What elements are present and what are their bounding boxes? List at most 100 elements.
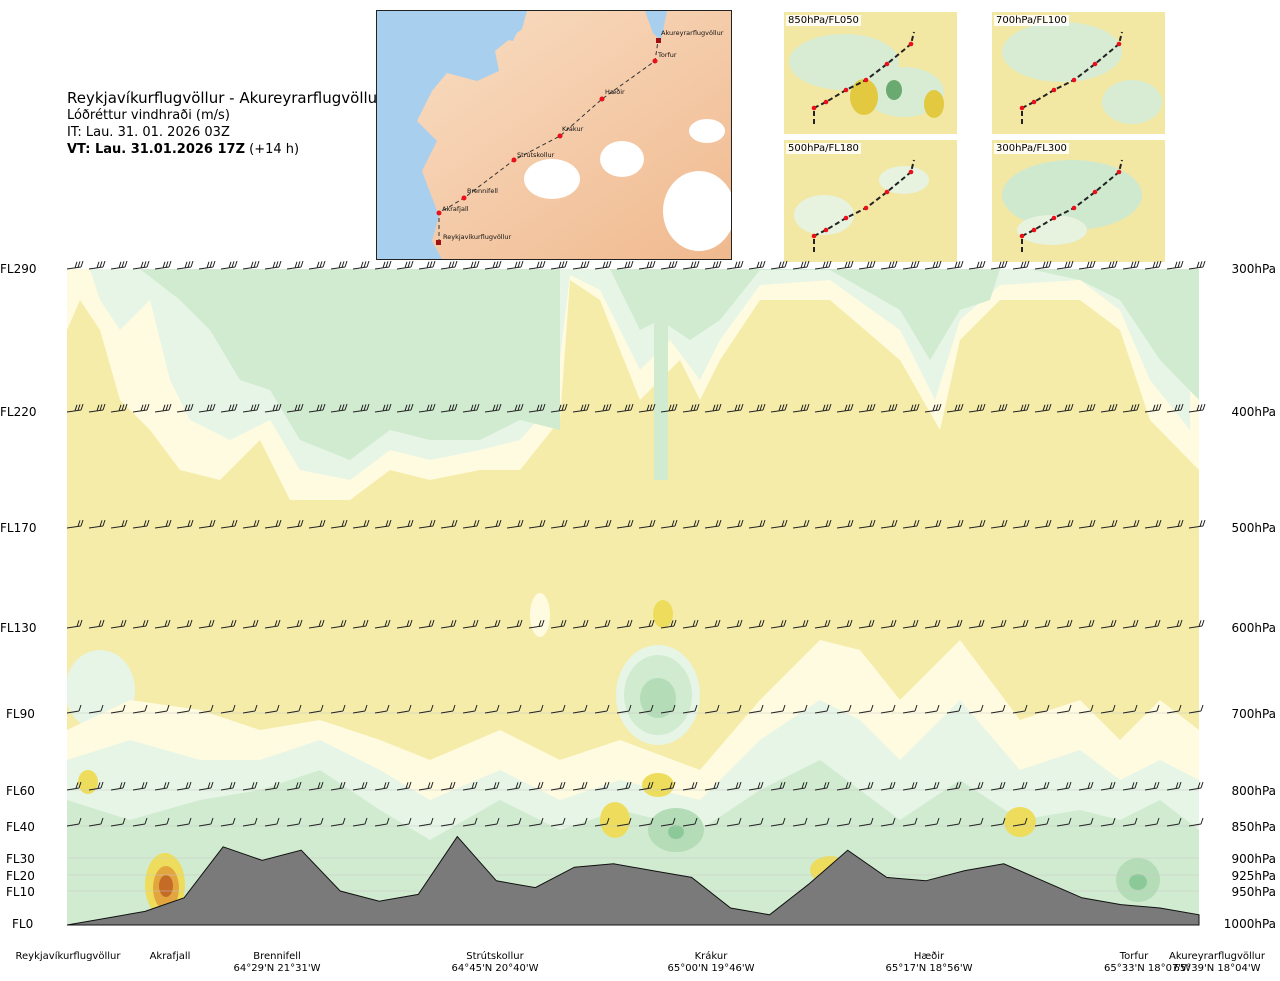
wind-barb: [946, 817, 962, 827]
wind-barb: [352, 817, 368, 827]
wind-barb: [506, 519, 524, 529]
level-label-850hpa: 850hPa: [1231, 820, 1276, 834]
waypoint-name: Reykjavíkurflugvöllur: [15, 951, 121, 962]
wind-barb: [1122, 817, 1138, 827]
wind-barb: [968, 519, 986, 529]
wind-barb: [352, 519, 370, 529]
waypoint-label-haedir: Hæðir 65°17'N 18°56'W: [884, 951, 974, 975]
wind-barb: [792, 403, 810, 413]
wind-barb: [154, 781, 170, 791]
wind-barb: [748, 260, 766, 270]
wind-barb: [836, 704, 852, 714]
wind-barb: [1034, 619, 1051, 629]
wind-barb: [264, 704, 280, 714]
wind-barb: [440, 260, 458, 270]
level-label-800hpa: 800hPa: [1231, 784, 1276, 798]
waypoint-coord: 65°33'N 18°07'W: [1104, 963, 1191, 974]
wind-barb: [1188, 781, 1204, 791]
wind-barb: [1166, 260, 1184, 270]
wind-barb: [330, 519, 348, 529]
level-label-500hpa: 500hPa: [1231, 521, 1276, 535]
wind-barb: [1100, 403, 1118, 413]
wind-barb: [748, 704, 764, 714]
wind-barb: [242, 704, 258, 714]
wind-barb: [704, 817, 720, 827]
wind-barb: [286, 817, 302, 827]
field-green-column: [654, 300, 668, 480]
wind-barb: [770, 704, 786, 714]
wind-barb: [814, 519, 832, 529]
wind-barb: [220, 704, 236, 714]
wind-barb: [704, 619, 721, 629]
wind-barb: [330, 781, 346, 791]
wind-barb: [418, 817, 434, 827]
wind-barb: [638, 519, 656, 529]
wind-barb: [682, 817, 698, 827]
wind-barb: [242, 403, 260, 413]
wind-barb: [1122, 704, 1138, 714]
wind-barb: [682, 704, 698, 714]
wind-barb: [154, 403, 172, 413]
wind-barb: [704, 781, 720, 791]
panel-700hpa-svg: [992, 12, 1165, 134]
wind-barb: [1034, 781, 1050, 791]
wind-barb: [1078, 519, 1096, 529]
wind-barb: [946, 619, 963, 629]
cross-section-chart: [66, 260, 1206, 926]
wind-barb: [440, 817, 456, 827]
wind-barb: [374, 781, 390, 791]
wind-barb: [110, 619, 127, 629]
wind-barb: [396, 519, 414, 529]
field-cream-blob-1: [530, 593, 550, 637]
wind-barb: [198, 619, 215, 629]
level-label-fl0: FL0: [12, 917, 34, 931]
wind-barb: [528, 817, 544, 827]
waypoint-label-brennifell: Brennifell 64°29'N 21°31'W: [232, 951, 322, 975]
wind-barb: [330, 619, 347, 629]
wind-barb: [748, 519, 766, 529]
wind-barb: [594, 781, 610, 791]
issue-time: IT: Lau. 31. 01. 2026 03Z: [67, 125, 230, 140]
wind-barb: [902, 403, 920, 413]
wind-barb: [550, 403, 568, 413]
wind-barb: [1012, 817, 1028, 827]
wind-barb: [506, 817, 522, 827]
wind-barb: [946, 704, 962, 714]
route-map-svg: Akureyrarflugvöllur Torfur Hæðir Krákur …: [377, 11, 731, 259]
wind-barb: [462, 619, 479, 629]
wind-barb: [1144, 704, 1160, 714]
wind-barb: [286, 704, 302, 714]
waypoint-name: Torfur: [1119, 951, 1149, 962]
wind-barb: [198, 260, 216, 270]
level-label-fl60: FL60: [6, 784, 35, 798]
wind-barb: [154, 817, 170, 827]
wind-barb: [286, 403, 304, 413]
wind-barb: [352, 619, 369, 629]
wind-barb: [528, 781, 544, 791]
wind-barb: [308, 704, 324, 714]
wind-barb: [264, 519, 282, 529]
wind-barb: [308, 817, 324, 827]
wind-barb: [550, 781, 566, 791]
map-airport-aey: [656, 38, 661, 43]
wind-barb: [704, 403, 722, 413]
wind-barb: [396, 619, 413, 629]
map-label-haedir: Hæðir: [605, 88, 625, 96]
panel-300hpa-label: 300hPa/FL300: [994, 143, 1069, 154]
wind-barb: [858, 519, 876, 529]
field-yellow-blob-2: [78, 770, 98, 794]
wind-barb: [264, 817, 280, 827]
wind-barb: [440, 781, 456, 791]
wind-barb: [418, 781, 434, 791]
wind-barbs: [66, 260, 1206, 827]
wind-barb: [66, 817, 82, 827]
wind-barb: [132, 817, 148, 827]
valid-time-offset: (+14 h): [249, 142, 300, 157]
wind-barb: [814, 619, 831, 629]
wind-barb: [440, 519, 458, 529]
wind-barb: [1188, 817, 1204, 827]
wind-barb: [88, 781, 104, 791]
wind-barb: [836, 619, 853, 629]
wind-barb: [66, 781, 82, 791]
wind-barb: [176, 619, 193, 629]
